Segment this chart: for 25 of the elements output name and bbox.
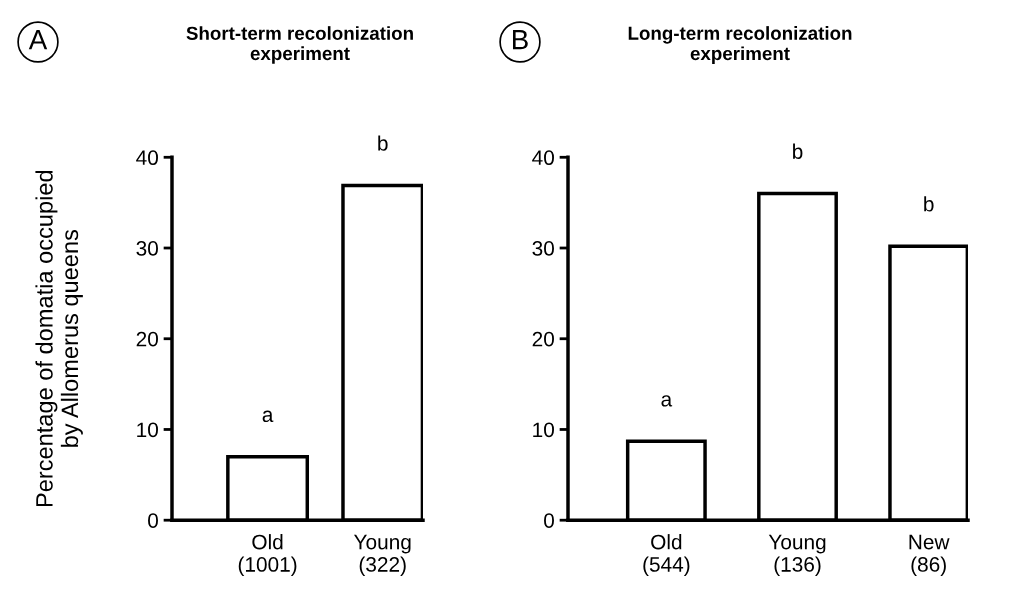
annotation: a bbox=[262, 410, 274, 423]
y-tick-label: 10 bbox=[137, 422, 158, 438]
y-tick-label: 30 bbox=[136, 241, 158, 256]
annotation: a bbox=[661, 395, 673, 407]
x-tick-label: Old (544) bbox=[643, 534, 690, 576]
y-tick-label: 10 bbox=[533, 422, 554, 438]
annotation: b bbox=[793, 143, 803, 159]
y-tick-label: 40 bbox=[136, 150, 158, 166]
y-tick-label: 0 bbox=[544, 513, 554, 528]
text: b bbox=[378, 135, 388, 151]
y-tick-label: 0 bbox=[148, 513, 158, 528]
annotation: b bbox=[924, 196, 934, 212]
y-tick-label: 20 bbox=[136, 331, 158, 347]
y-axis-title: Percentage of domatia occupied by Allomerus queens bbox=[35, 170, 83, 507]
x-tick-label: Young (136) bbox=[768, 534, 826, 576]
text: B bbox=[513, 30, 528, 50]
chart-title: Short-term recolonization experiment bbox=[186, 26, 413, 64]
y-tick-label: 40 bbox=[532, 150, 554, 166]
x-tick-label: Young (322) bbox=[353, 534, 411, 576]
y-tick-label: 20 bbox=[532, 331, 554, 347]
x-tick-label: New (86) bbox=[909, 534, 950, 576]
text: A bbox=[28, 30, 48, 50]
chart-title: Long-term recolonization experiment bbox=[628, 26, 852, 64]
y-tick-label: 30 bbox=[532, 241, 554, 256]
x-tick-label: Old (1001) bbox=[238, 534, 297, 576]
